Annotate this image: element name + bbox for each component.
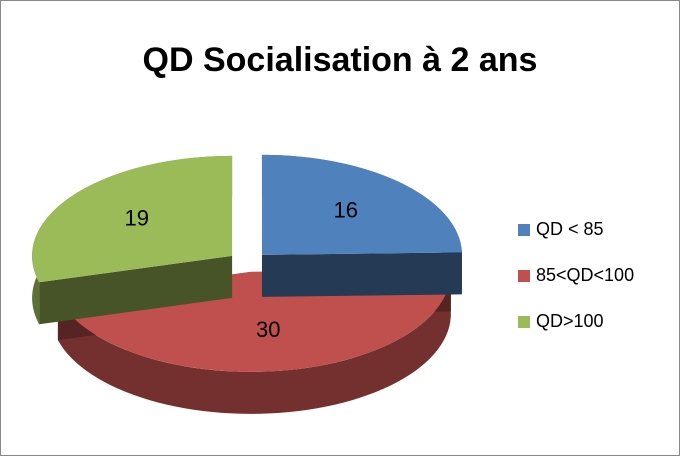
legend-label: 85<QD<100 [536,265,634,285]
pie: 16 30 19 [32,154,462,414]
legend-swatch [518,224,530,236]
slice [261,154,462,255]
data-label: 16 [334,198,358,223]
chart-title: QD Socialisation à 2 ans [143,41,538,79]
legend: QD < 85 85<QD<100 QD>100 [518,219,634,331]
slice-wall [57,269,451,414]
data-label: 30 [256,317,280,342]
data-label: 19 [125,205,149,230]
legend-label: QD>100 [536,311,604,331]
legend-label: QD < 85 [536,219,604,239]
legend-swatch [518,316,530,328]
slice-side [39,255,233,325]
legend-swatch [518,270,530,282]
slice [32,155,233,283]
slice-side [261,252,462,297]
